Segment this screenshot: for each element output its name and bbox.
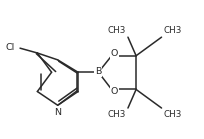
Text: CH3: CH3 (107, 110, 125, 119)
Text: O: O (110, 87, 118, 96)
Text: CH3: CH3 (163, 110, 181, 119)
Text: CH3: CH3 (107, 26, 125, 35)
Text: B: B (95, 67, 101, 76)
Text: O: O (110, 49, 118, 58)
Text: N: N (54, 108, 61, 117)
Text: CH3: CH3 (163, 26, 181, 35)
Text: Cl: Cl (6, 43, 15, 52)
